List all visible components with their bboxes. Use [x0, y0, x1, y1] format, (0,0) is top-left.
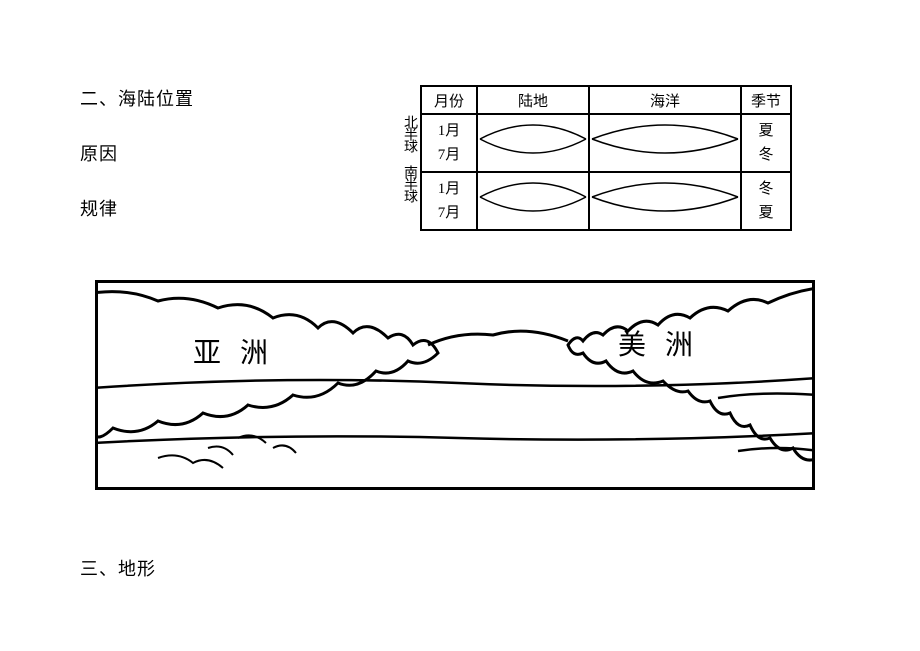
cell-land-s	[477, 172, 589, 230]
cell-land-n	[477, 114, 589, 172]
section3-title: 三、地形	[80, 555, 156, 581]
cell-ocean-s	[589, 172, 741, 230]
month-s-7: 7月	[422, 201, 476, 225]
table-row: 1月 7月 夏 冬	[421, 114, 791, 172]
asia-islands2	[158, 455, 223, 468]
lens-curve-icon	[478, 115, 588, 163]
season-n-2: 冬	[742, 143, 790, 167]
month-s-1: 1月	[422, 177, 476, 201]
section2-reason: 原因	[80, 140, 118, 166]
row-label-north: 北半球	[402, 115, 416, 151]
season-table: 月份 陆地 海洋 季节 1月 7月 夏	[420, 85, 792, 231]
table-header-row: 月份 陆地 海洋 季节	[421, 86, 791, 114]
lens-curve-icon	[590, 115, 740, 163]
lens-curve-icon	[590, 173, 740, 221]
month-n-7: 7月	[422, 143, 476, 167]
ocean-line-3	[718, 394, 812, 398]
th-ocean: 海洋	[589, 86, 741, 114]
section2-rule: 规律	[80, 195, 118, 221]
season-n-1: 夏	[742, 119, 790, 143]
section2-title: 二、海陆位置	[80, 85, 194, 111]
cell-season-s: 冬 夏	[741, 172, 791, 230]
month-n-1: 1月	[422, 119, 476, 143]
row-label-south: 南半球	[402, 165, 416, 201]
th-season: 季节	[741, 86, 791, 114]
season-s-2: 夏	[742, 201, 790, 225]
lens-curve-icon	[478, 173, 588, 221]
cell-ocean-n	[589, 114, 741, 172]
season-s-1: 冬	[742, 177, 790, 201]
ocean-line-2	[98, 433, 812, 443]
table-row: 1月 7月 冬 夏	[421, 172, 791, 230]
map-label-america: 美 洲	[618, 323, 699, 363]
th-month: 月份	[421, 86, 477, 114]
hemisphere-table: 北半球 南半球 月份 陆地 海洋 季节 1月 7月	[420, 85, 792, 231]
cell-season-n: 夏 冬	[741, 114, 791, 172]
cell-month: 1月 7月	[421, 172, 477, 230]
pacific-map: 亚 洲 美 洲	[95, 280, 815, 490]
ocean-line-1	[98, 378, 812, 388]
map-label-asia: 亚 洲	[193, 331, 274, 371]
cell-month: 1月 7月	[421, 114, 477, 172]
aleutian-arc	[428, 331, 568, 345]
map-svg	[98, 283, 812, 487]
ocean-line-4	[738, 448, 812, 451]
th-land: 陆地	[477, 86, 589, 114]
